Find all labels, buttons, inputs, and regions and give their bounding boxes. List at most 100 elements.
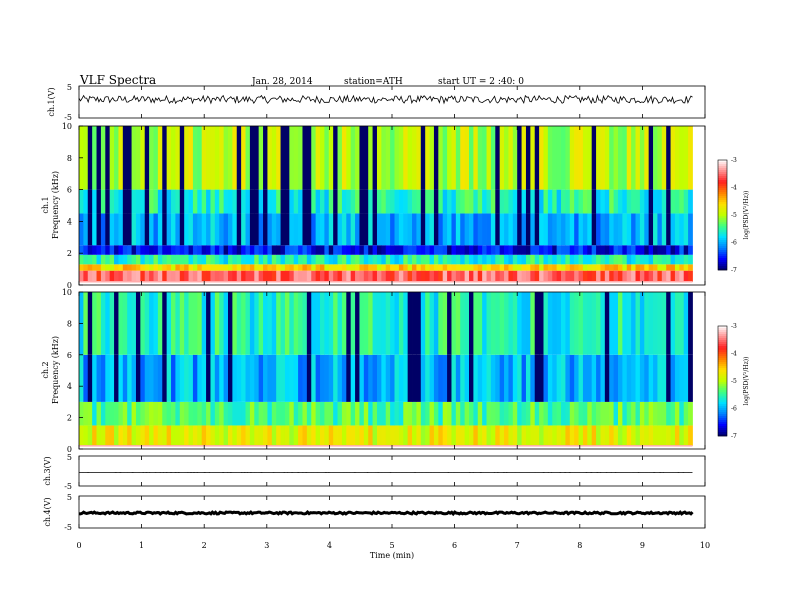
spectrogram-cell [96, 425, 102, 446]
spectrogram-cell [122, 126, 128, 190]
spectrogram-cell [574, 213, 579, 246]
spectrogram-cell [547, 401, 553, 426]
spectrogram-cell [429, 254, 435, 265]
spectrogram-cell [420, 401, 426, 426]
spectrogram-cell [385, 354, 391, 402]
spectrogram-cell [499, 401, 505, 426]
spectrogram-cell [162, 401, 168, 426]
spectrogram-cell [153, 270, 159, 282]
spectrogram-cell [543, 245, 549, 255]
spectrogram-cell [469, 401, 474, 426]
spectrogram-cell [420, 189, 426, 214]
spectrogram-cell [539, 126, 544, 190]
spectrogram-cell [604, 264, 610, 271]
spectrogram-cell [582, 292, 588, 355]
spectrogram-cell [127, 264, 132, 271]
spectrogram-cell [206, 292, 211, 355]
spectrogram-cell [556, 270, 562, 282]
spectrogram-cell [639, 270, 645, 282]
spectrogram-cell [355, 264, 360, 271]
spectrogram-cell [486, 126, 492, 190]
colorbar-tick-label: -5 [731, 212, 737, 219]
spectrogram-cell [92, 126, 97, 190]
spectrogram-cell [670, 425, 676, 446]
spectrogram-cell [376, 425, 382, 446]
spectrogram-cell [284, 264, 290, 271]
spectrogram-cell [87, 254, 93, 265]
spectrogram-cell [433, 354, 439, 402]
spectrogram-cell [105, 292, 111, 355]
ch4-waveform-ylabel: ch.4(V) [43, 497, 52, 526]
spectrogram-cell [552, 189, 558, 214]
spectrogram-cell [140, 254, 146, 265]
spectrogram-cell [438, 126, 444, 190]
colorbar-cell [718, 398, 727, 401]
spectrogram-cell [587, 126, 593, 190]
ch1-waveform-ylabel: ch.1(V) [47, 87, 56, 116]
spectrogram-cell [565, 126, 571, 190]
colorbar-cell [718, 350, 727, 353]
spectrogram-cell [504, 264, 509, 271]
spectrogram-cell [464, 270, 470, 282]
spectrogram-cell [293, 292, 299, 355]
spectrogram-cell [363, 401, 369, 426]
spectrogram-cell [166, 425, 172, 446]
spectrogram-cell [648, 270, 654, 282]
spectrogram-cell [171, 254, 176, 265]
spectrogram-cell [635, 354, 641, 402]
spectrogram-cell [433, 254, 439, 265]
spectrogram-cell [609, 245, 614, 255]
colorbar-cell [718, 252, 727, 255]
spectrogram-cell [87, 126, 93, 190]
spectrogram-cell [447, 245, 452, 255]
spectrogram-cell [517, 189, 522, 214]
spectrogram-cell [87, 213, 93, 246]
spectrogram-cell [232, 213, 238, 246]
spectrogram-cell [328, 213, 334, 246]
spectrogram-cell [315, 126, 321, 190]
spectrogram-cell [390, 213, 395, 246]
colorbar-cell [718, 356, 727, 359]
spectrogram-cell [241, 425, 246, 446]
spectrogram-cell [83, 270, 89, 282]
colorbar-cell [718, 434, 727, 437]
ch1-colorbar-label: log(PSD(V²/Hz)) [743, 191, 750, 240]
spectrogram-cell [337, 292, 343, 355]
spectrogram-cell [355, 213, 360, 246]
spectrogram-cell [661, 401, 667, 426]
colorbar-cell [718, 362, 727, 365]
spectrogram-cell [192, 213, 198, 246]
spectrogram-cell [376, 354, 382, 402]
spectrogram-cell [333, 292, 338, 355]
spectrogram-cell [539, 292, 544, 355]
spectrogram-cell [306, 126, 312, 190]
spectrogram-cell [127, 270, 132, 282]
spectrogram-cell [512, 254, 518, 265]
spectrogram-cell [311, 126, 317, 190]
spectrogram-cell [617, 213, 623, 246]
frequency-tick-label: 4 [67, 217, 72, 226]
spectrogram-cell [127, 354, 132, 402]
spectrogram-cell [688, 270, 693, 282]
spectrogram-cell [284, 189, 290, 214]
spectrogram-cell [188, 126, 194, 190]
time-tick-label: 7 [515, 541, 520, 550]
spectrogram-cell [197, 254, 203, 265]
ch1-waveform-trace [78, 94, 693, 105]
spectrogram-cell [477, 270, 483, 282]
colorbar-tick-label: -6 [731, 240, 737, 247]
spectrogram-cell [236, 354, 242, 402]
spectrogram-cell [341, 292, 347, 355]
spectrogram-cell [499, 126, 505, 190]
spectrogram-cell [350, 292, 356, 355]
spectrogram-cell [552, 254, 558, 265]
spectrogram-cell [105, 401, 111, 426]
spectrogram-cell [534, 270, 540, 282]
spectrogram-cell [512, 354, 518, 402]
spectrogram-cell [552, 270, 558, 282]
spectrogram-cell [591, 264, 597, 271]
spectrogram-cell [512, 425, 518, 446]
spectrogram-cell [587, 189, 593, 214]
spectrogram-cell [591, 254, 597, 265]
spectrogram-cell [122, 401, 128, 426]
